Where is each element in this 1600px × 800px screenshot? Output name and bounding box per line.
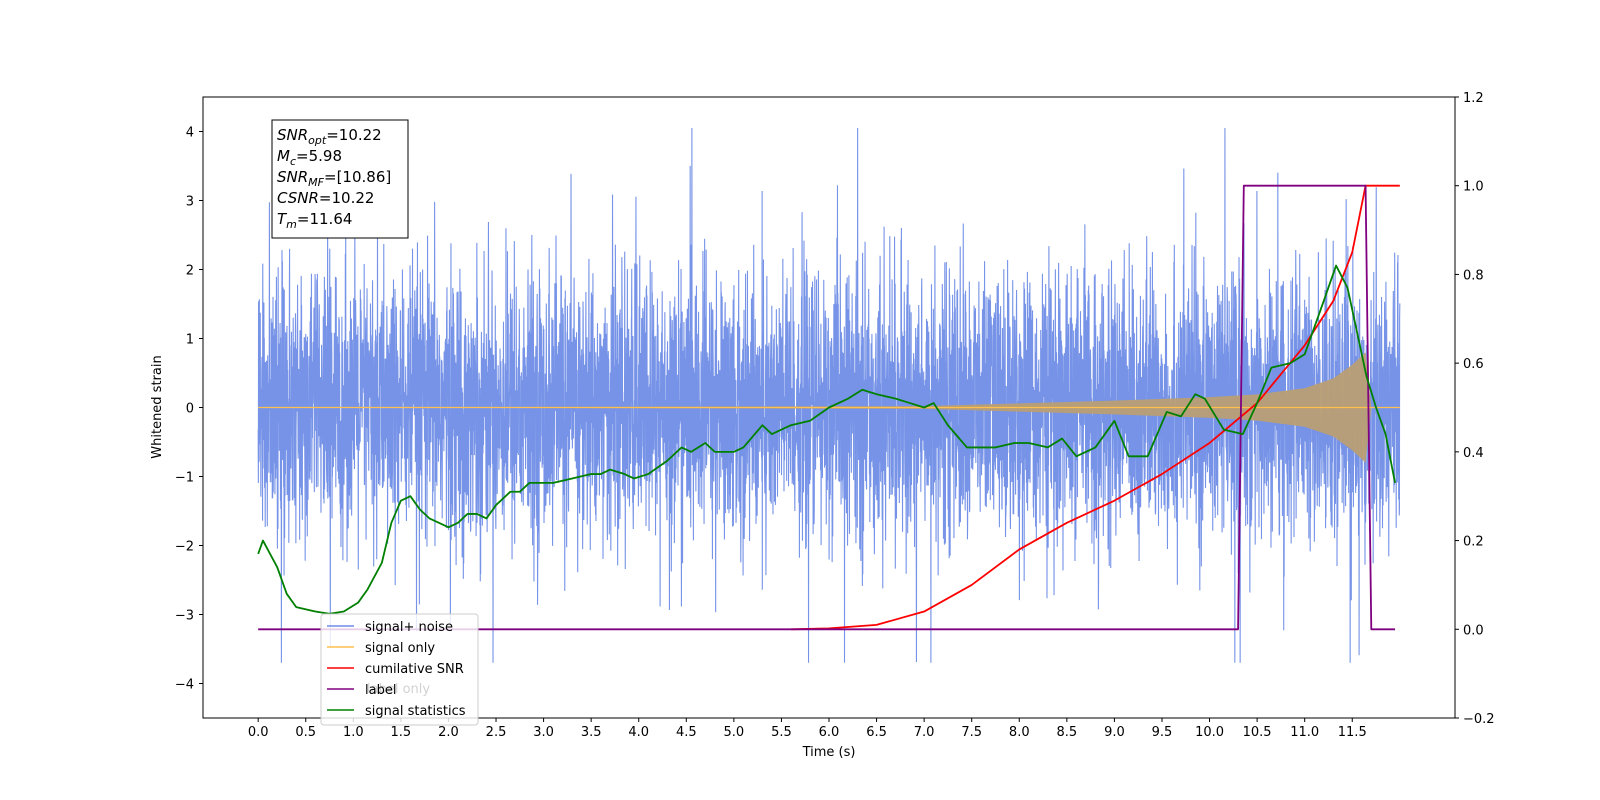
legend-ghost-text: label only <box>367 682 430 697</box>
x-tick-label: 1.0 <box>343 725 364 740</box>
y-tick-label: 2 <box>186 264 194 279</box>
y-tick-label: −1 <box>175 471 194 486</box>
legend-label: cumilative SNR <box>365 662 464 677</box>
y2-tick-label: 0.8 <box>1463 268 1484 283</box>
x-tick-label: 8.5 <box>1056 725 1077 740</box>
x-axis-ticks: 0.0 0.5 1.0 1.5 2.0 2.5 3.0 3.5 4.0 4.5 5.0 5.5 6.0 6… <box>248 718 1367 740</box>
series-signal-statistics <box>257 264 1396 615</box>
series-label <box>258 184 1396 631</box>
legend-label: signal only <box>365 641 435 656</box>
stats-line: Tm=11.64 <box>277 210 352 231</box>
x-tick-label: 6.5 <box>866 725 887 740</box>
x-axis-label: Time (s) <box>802 745 856 760</box>
series-signal-noise <box>257 128 1401 663</box>
x-tick-label: 2.5 <box>486 725 507 740</box>
legend-label: label <box>365 683 396 698</box>
stats-box-frame <box>271 119 409 239</box>
x-tick-label: 7.5 <box>961 725 982 740</box>
x-tick-label: 9.5 <box>1152 725 1173 740</box>
x-tick-label: 5.0 <box>724 725 745 740</box>
y-tick-label: −2 <box>175 540 194 555</box>
x-tick-label: 10.5 <box>1243 725 1272 740</box>
x-tick-label: 0.5 <box>295 725 316 740</box>
x-tick-label: 11.0 <box>1290 725 1319 740</box>
x-tick-label: 8.0 <box>1009 725 1030 740</box>
y2-tick-label: 0.4 <box>1463 446 1484 461</box>
x-tick-label: 10.0 <box>1195 725 1224 740</box>
stats-line: SNRopt=10.22 <box>277 126 382 147</box>
y-tick-label: 3 <box>186 195 194 210</box>
y-axis-ticks: −4 −3 −2 −1 0 1 2 3 4 <box>175 126 203 693</box>
legend-label: signal statistics <box>365 704 466 719</box>
legend-label: signal+ noise <box>365 620 453 635</box>
x-tick-label: 7.0 <box>914 725 935 740</box>
y-tick-label: 0 <box>186 402 194 417</box>
y2-tick-label: 0.0 <box>1463 623 1484 638</box>
x-tick-label: 1.5 <box>391 725 412 740</box>
x-tick-label: 4.5 <box>676 725 697 740</box>
x-tick-label: 5.5 <box>771 725 792 740</box>
x-tick-label: 3.5 <box>581 725 602 740</box>
legend: label only signal+ noise signal only cumila… <box>320 613 479 726</box>
stats-line: CSNR=10.22 <box>277 189 374 207</box>
legend-frame <box>320 613 479 726</box>
y2-tick-label: 0.6 <box>1463 357 1484 372</box>
y-tick-label: −3 <box>175 609 194 624</box>
x-tick-label: 3.0 <box>533 725 554 740</box>
stats-line: Mc=5.98 <box>277 147 342 168</box>
x-tick-label: 11.5 <box>1338 725 1367 740</box>
y-tick-label: −4 <box>175 678 194 693</box>
x-tick-label: 9.0 <box>1104 725 1125 740</box>
x-tick-label: 2.0 <box>438 725 459 740</box>
y2-tick-label: 1.2 <box>1463 91 1484 106</box>
y-axis-label: Whitened strain <box>150 355 165 458</box>
x-tick-label: 6.0 <box>819 725 840 740</box>
y2-tick-label: −0.2 <box>1463 712 1495 727</box>
x-tick-label: 4.0 <box>628 725 649 740</box>
y2-axis-ticks: −0.2 0.0 0.2 0.4 0.6 0.8 1.0 1.2 <box>1455 91 1495 727</box>
plot-area <box>257 128 1401 663</box>
x-tick-label: 0.0 <box>248 725 269 740</box>
stats-box: SNRopt=10.22Mc=5.98SNRMF=[10.86]CSNR=10.… <box>271 119 409 239</box>
stats-line: SNRMF=[10.86] <box>277 168 391 189</box>
y2-tick-label: 0.2 <box>1463 535 1484 550</box>
y-tick-label: 1 <box>186 333 194 348</box>
y-tick-label: 4 <box>186 126 194 141</box>
y2-tick-label: 1.0 <box>1463 180 1484 195</box>
